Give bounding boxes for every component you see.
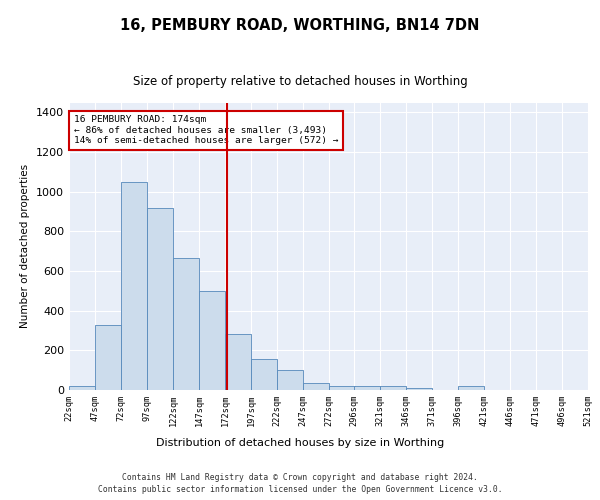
Bar — [95, 324, 121, 390]
Y-axis label: Number of detached properties: Number of detached properties — [20, 164, 31, 328]
Bar — [406, 388, 432, 390]
Text: 16, PEMBURY ROAD, WORTHING, BN14 7DN: 16, PEMBURY ROAD, WORTHING, BN14 7DN — [121, 18, 479, 32]
Bar — [121, 182, 147, 390]
Text: 16 PEMBURY ROAD: 174sqm
← 86% of detached houses are smaller (3,493)
14% of semi: 16 PEMBURY ROAD: 174sqm ← 86% of detache… — [74, 116, 339, 145]
Bar — [329, 386, 355, 390]
Text: Contains HM Land Registry data © Crown copyright and database right 2024.: Contains HM Land Registry data © Crown c… — [122, 473, 478, 482]
Text: Contains public sector information licensed under the Open Government Licence v3: Contains public sector information licen… — [98, 484, 502, 494]
Text: Size of property relative to detached houses in Worthing: Size of property relative to detached ho… — [133, 74, 467, 88]
Bar — [69, 386, 95, 390]
Bar — [199, 291, 225, 390]
Bar — [173, 258, 199, 390]
Bar — [251, 360, 277, 390]
Bar — [225, 334, 251, 390]
Bar — [277, 370, 303, 390]
Text: Distribution of detached houses by size in Worthing: Distribution of detached houses by size … — [156, 438, 444, 448]
Bar — [458, 386, 484, 390]
Bar — [354, 386, 380, 390]
Bar — [380, 386, 406, 390]
Bar — [147, 208, 173, 390]
Bar — [303, 384, 329, 390]
